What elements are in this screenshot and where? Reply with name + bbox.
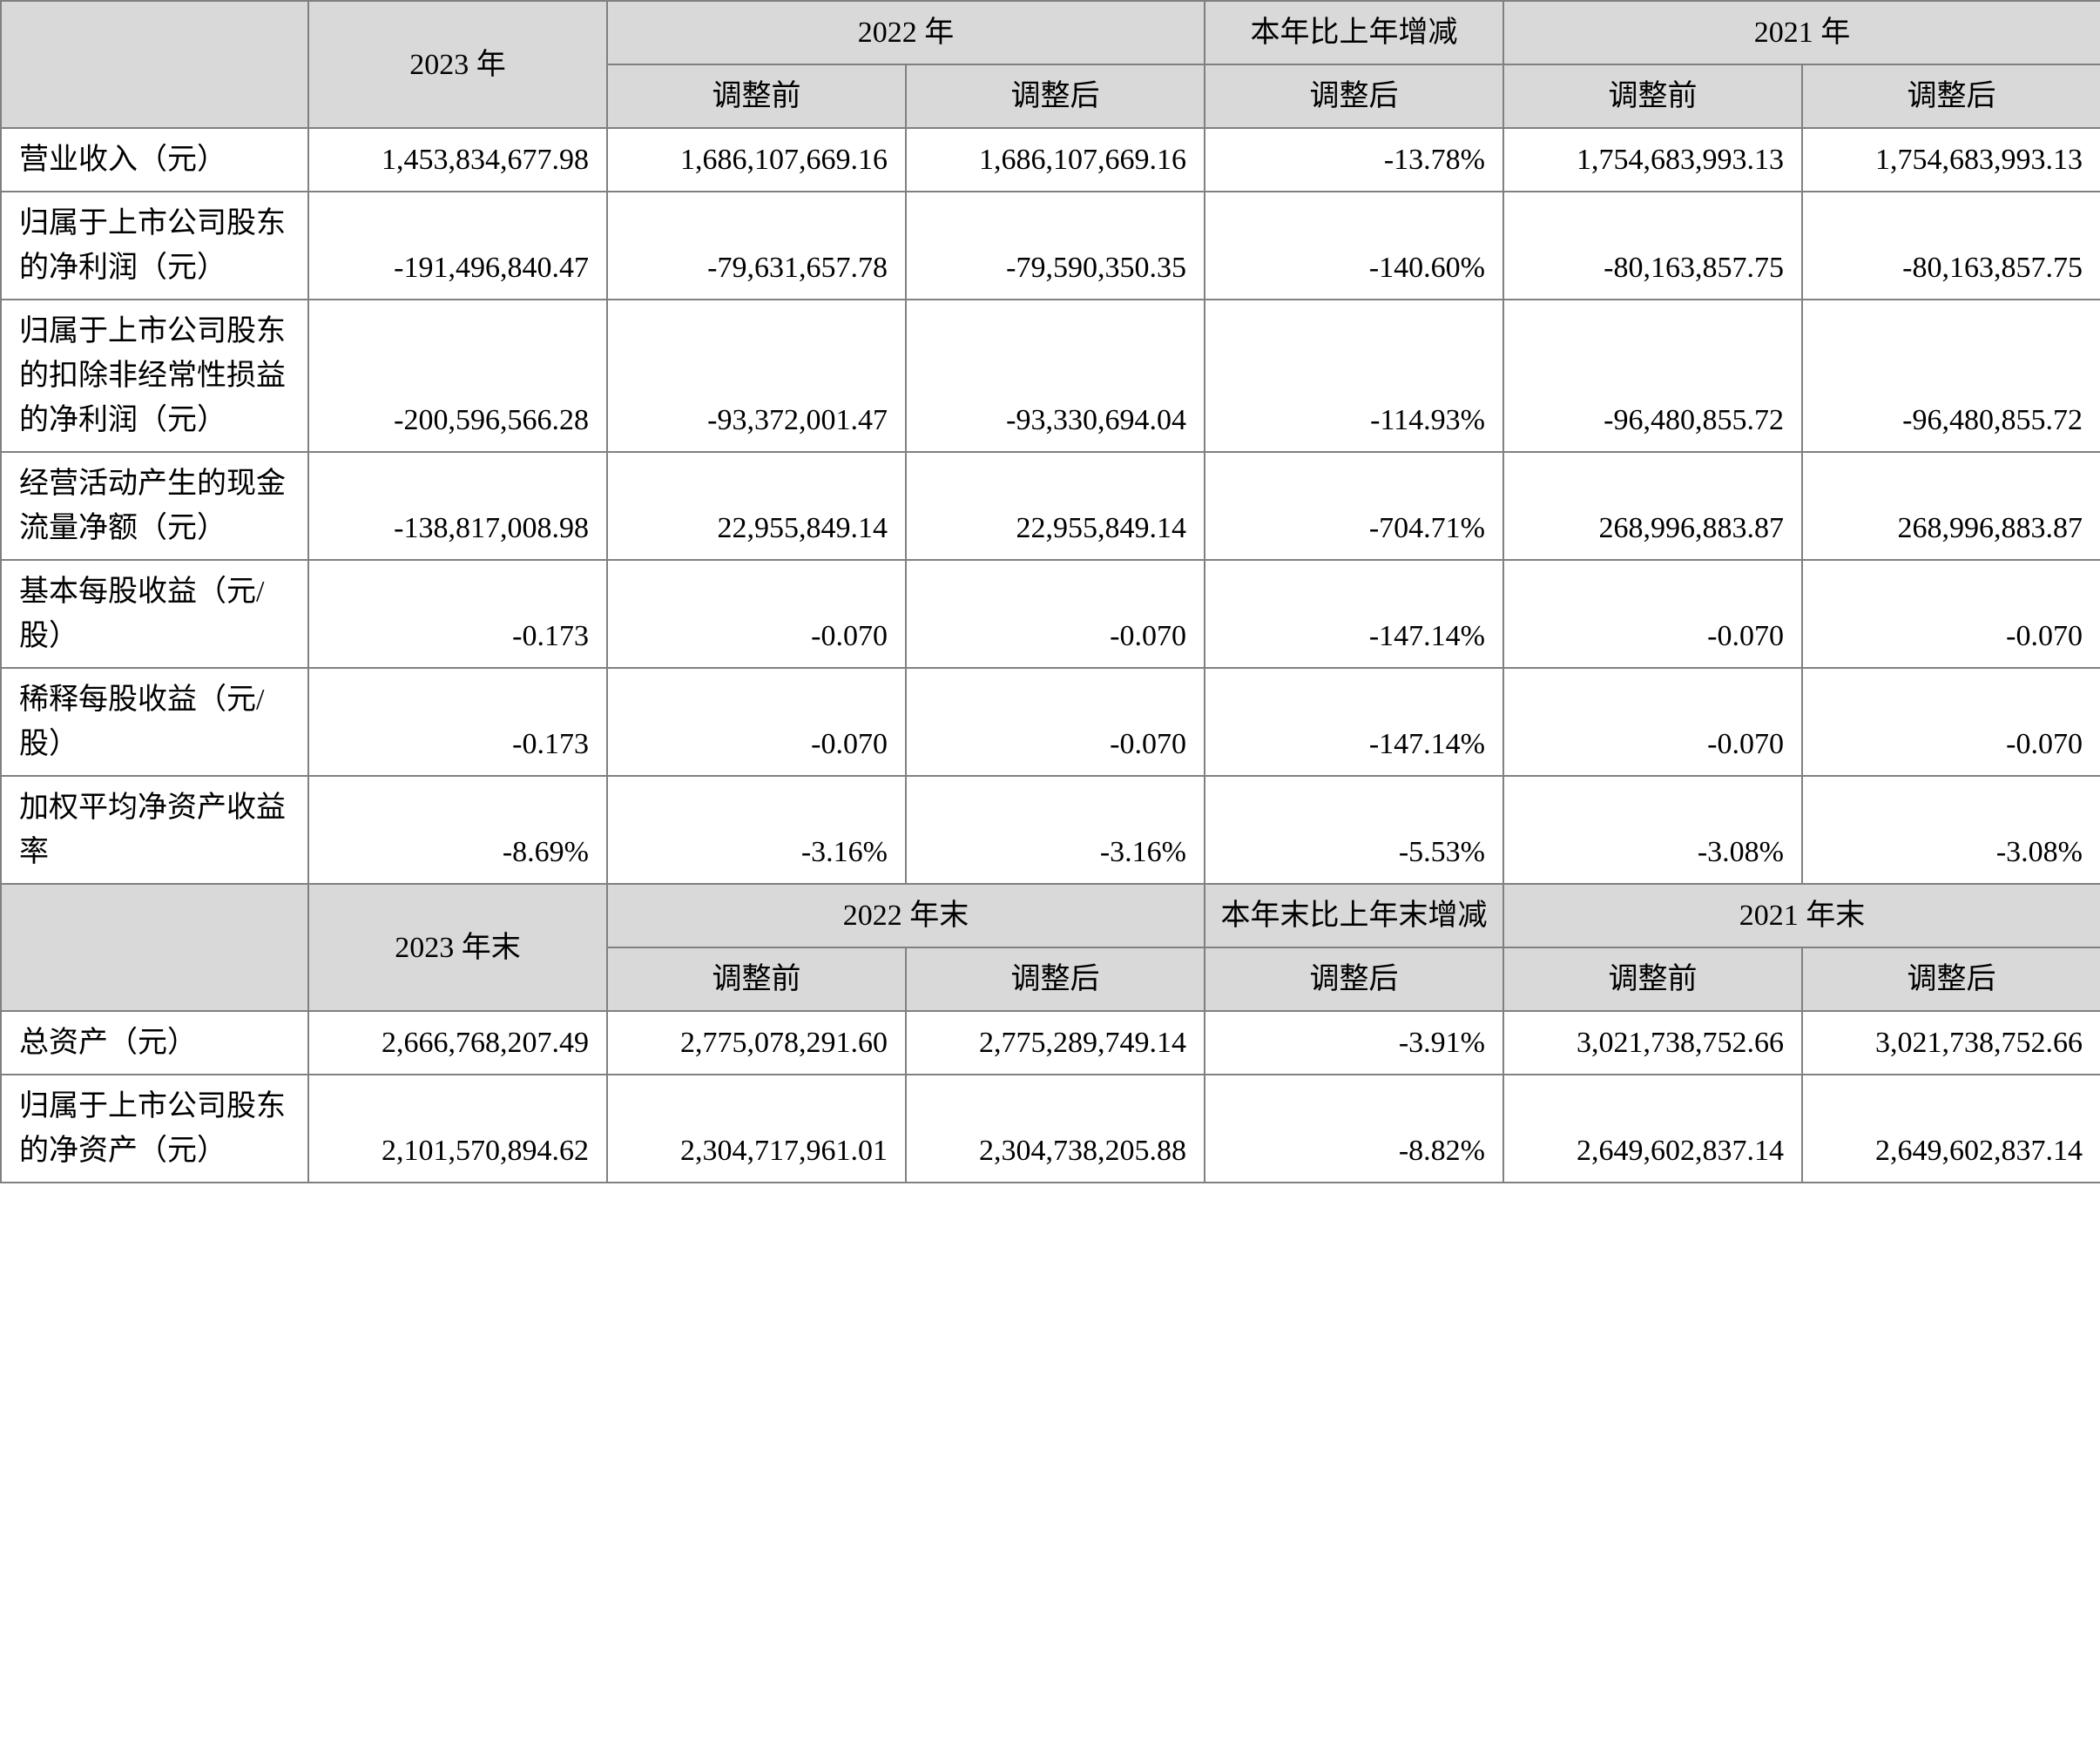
header-2023: 2023 年 [308,1,607,128]
header-row-3: 2023 年末 2022 年末 本年末比上年末增减 2021 年末 [1,884,2100,947]
row-label: 营业收入（元） [1,128,308,192]
table-row: 营业收入（元） 1,453,834,677.98 1,686,107,669.1… [1,128,2100,192]
header-blank [1,884,308,1011]
cell-value: -80,163,857.75 [1802,192,2100,300]
cell-value: 3,021,738,752.66 [1802,1011,2100,1075]
cell-value: 22,955,849.14 [607,452,906,560]
cell-value: 268,996,883.87 [1802,452,2100,560]
header-2023-end: 2023 年末 [308,884,607,1011]
row-label: 基本每股收益（元/股） [1,560,308,668]
row-label: 经营活动产生的现金流量净额（元） [1,452,308,560]
header-2021-end-after: 调整后 [1802,947,2100,1011]
table-row: 归属于上市公司股东的净利润（元） -191,496,840.47 -79,631… [1,192,2100,300]
cell-value: -8.69% [308,776,607,884]
cell-value: -0.173 [308,560,607,668]
row-label: 归属于上市公司股东的净利润（元） [1,192,308,300]
table-row: 归属于上市公司股东的净资产（元） 2,101,570,894.62 2,304,… [1,1075,2100,1183]
cell-value: -80,163,857.75 [1503,192,1802,300]
cell-value: -96,480,855.72 [1802,300,2100,452]
header-2022: 2022 年 [607,1,1205,64]
header-2022-after: 调整后 [906,64,1205,128]
header-2021-end: 2021 年末 [1503,884,2100,947]
cell-value: 2,649,602,837.14 [1802,1075,2100,1183]
cell-value: -191,496,840.47 [308,192,607,300]
cell-value: -0.070 [607,668,906,776]
cell-value: -0.070 [906,668,1205,776]
cell-value: 3,021,738,752.66 [1503,1011,1802,1075]
header-change-end: 本年末比上年末增减 [1205,884,1503,947]
cell-value: 1,686,107,669.16 [607,128,906,192]
cell-value: -704.71% [1205,452,1503,560]
cell-value: 2,775,289,749.14 [906,1011,1205,1075]
cell-value: 22,955,849.14 [906,452,1205,560]
cell-value: -5.53% [1205,776,1503,884]
header-blank [1,1,308,128]
row-label: 加权平均净资产收益率 [1,776,308,884]
cell-value: -93,330,694.04 [906,300,1205,452]
table-row: 总资产（元） 2,666,768,207.49 2,775,078,291.60… [1,1011,2100,1075]
cell-value: -147.14% [1205,668,1503,776]
header-2021-after: 调整后 [1802,64,2100,128]
header-2022-before: 调整前 [607,64,906,128]
cell-value: 2,775,078,291.60 [607,1011,906,1075]
header-change-end-after: 调整后 [1205,947,1503,1011]
table-row: 归属于上市公司股东的扣除非经常性损益的净利润（元） -200,596,566.2… [1,300,2100,452]
cell-value: -114.93% [1205,300,1503,452]
cell-value: -140.60% [1205,192,1503,300]
cell-value: -96,480,855.72 [1503,300,1802,452]
header-change-after: 调整后 [1205,64,1503,128]
cell-value: -3.16% [607,776,906,884]
cell-value: -8.82% [1205,1075,1503,1183]
row-label: 归属于上市公司股东的扣除非经常性损益的净利润（元） [1,300,308,452]
cell-value: -3.08% [1503,776,1802,884]
cell-value: -93,372,001.47 [607,300,906,452]
cell-value: -3.08% [1802,776,2100,884]
cell-value: -0.070 [1802,668,2100,776]
cell-value: -138,817,008.98 [308,452,607,560]
header-2022-end-after: 调整后 [906,947,1205,1011]
row-label: 归属于上市公司股东的净资产（元） [1,1075,308,1183]
table-row: 加权平均净资产收益率 -8.69% -3.16% -3.16% -5.53% -… [1,776,2100,884]
header-2022-end: 2022 年末 [607,884,1205,947]
cell-value: -0.070 [607,560,906,668]
cell-value: -200,596,566.28 [308,300,607,452]
cell-value: 1,453,834,677.98 [308,128,607,192]
table-row: 基本每股收益（元/股） -0.173 -0.070 -0.070 -147.14… [1,560,2100,668]
cell-value: -147.14% [1205,560,1503,668]
table-row: 稀释每股收益（元/股） -0.173 -0.070 -0.070 -147.14… [1,668,2100,776]
header-2021-end-before: 调整前 [1503,947,1802,1011]
cell-value: -3.16% [906,776,1205,884]
header-row-1: 2023 年 2022 年 本年比上年增减 2021 年 [1,1,2100,64]
cell-value: -0.070 [1503,668,1802,776]
header-2022-end-before: 调整前 [607,947,906,1011]
cell-value: 2,304,717,961.01 [607,1075,906,1183]
cell-value: 1,754,683,993.13 [1503,128,1802,192]
row-label: 稀释每股收益（元/股） [1,668,308,776]
cell-value: 268,996,883.87 [1503,452,1802,560]
financial-table: 2023 年 2022 年 本年比上年增减 2021 年 调整前 调整后 调整后… [0,0,2100,1183]
cell-value: -0.070 [1802,560,2100,668]
cell-value: -13.78% [1205,128,1503,192]
row-label: 总资产（元） [1,1011,308,1075]
header-change: 本年比上年增减 [1205,1,1503,64]
cell-value: -0.173 [308,668,607,776]
header-2021-before: 调整前 [1503,64,1802,128]
cell-value: 1,754,683,993.13 [1802,128,2100,192]
cell-value: 2,649,602,837.14 [1503,1075,1802,1183]
header-2021: 2021 年 [1503,1,2100,64]
cell-value: -79,590,350.35 [906,192,1205,300]
cell-value: 2,666,768,207.49 [308,1011,607,1075]
cell-value: -0.070 [906,560,1205,668]
cell-value: 2,101,570,894.62 [308,1075,607,1183]
table-row: 经营活动产生的现金流量净额（元） -138,817,008.98 22,955,… [1,452,2100,560]
cell-value: -0.070 [1503,560,1802,668]
cell-value: -79,631,657.78 [607,192,906,300]
cell-value: 2,304,738,205.88 [906,1075,1205,1183]
cell-value: 1,686,107,669.16 [906,128,1205,192]
cell-value: -3.91% [1205,1011,1503,1075]
